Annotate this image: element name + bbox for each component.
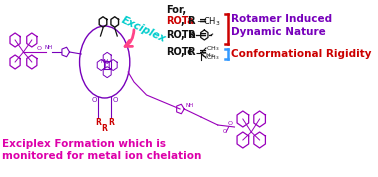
Text: For,: For, <box>166 5 186 15</box>
Text: O: O <box>228 121 233 126</box>
Text: ROTc: ROTc <box>166 47 193 57</box>
Text: R: R <box>108 118 114 127</box>
Text: $\mathregular{CH_3}$: $\mathregular{CH_3}$ <box>206 53 220 62</box>
Text: R: R <box>102 124 108 133</box>
Text: $\mathregular{CH_3}$: $\mathregular{CH_3}$ <box>201 51 214 60</box>
Text: NH: NH <box>186 103 194 108</box>
Text: ROTa: ROTa <box>166 16 194 26</box>
Text: Exciplex: Exciplex <box>120 15 167 44</box>
Text: $-\mathregular{CH_3}$: $-\mathregular{CH_3}$ <box>196 16 220 28</box>
FancyArrowPatch shape <box>125 30 134 46</box>
Text: $\mathregular{CH_3}$: $\mathregular{CH_3}$ <box>206 44 220 53</box>
Text: , R =: , R = <box>181 16 207 26</box>
Text: , R =: , R = <box>181 30 207 40</box>
Text: NH: NH <box>101 59 109 64</box>
Text: NH: NH <box>45 45 53 50</box>
Text: Rotamer Induced
Dynamic Nature: Rotamer Induced Dynamic Nature <box>231 14 332 37</box>
Text: O: O <box>37 46 42 51</box>
Text: R: R <box>95 118 101 127</box>
Text: ROTb: ROTb <box>166 30 195 40</box>
Text: , R =: , R = <box>181 47 207 57</box>
Text: O: O <box>222 129 226 134</box>
Text: Exciplex Formation which is
monitored for metal ion chelation: Exciplex Formation which is monitored fo… <box>2 139 201 161</box>
Text: O: O <box>113 97 118 103</box>
Text: O: O <box>91 97 97 103</box>
Text: Conformational Rigidity: Conformational Rigidity <box>231 49 372 59</box>
